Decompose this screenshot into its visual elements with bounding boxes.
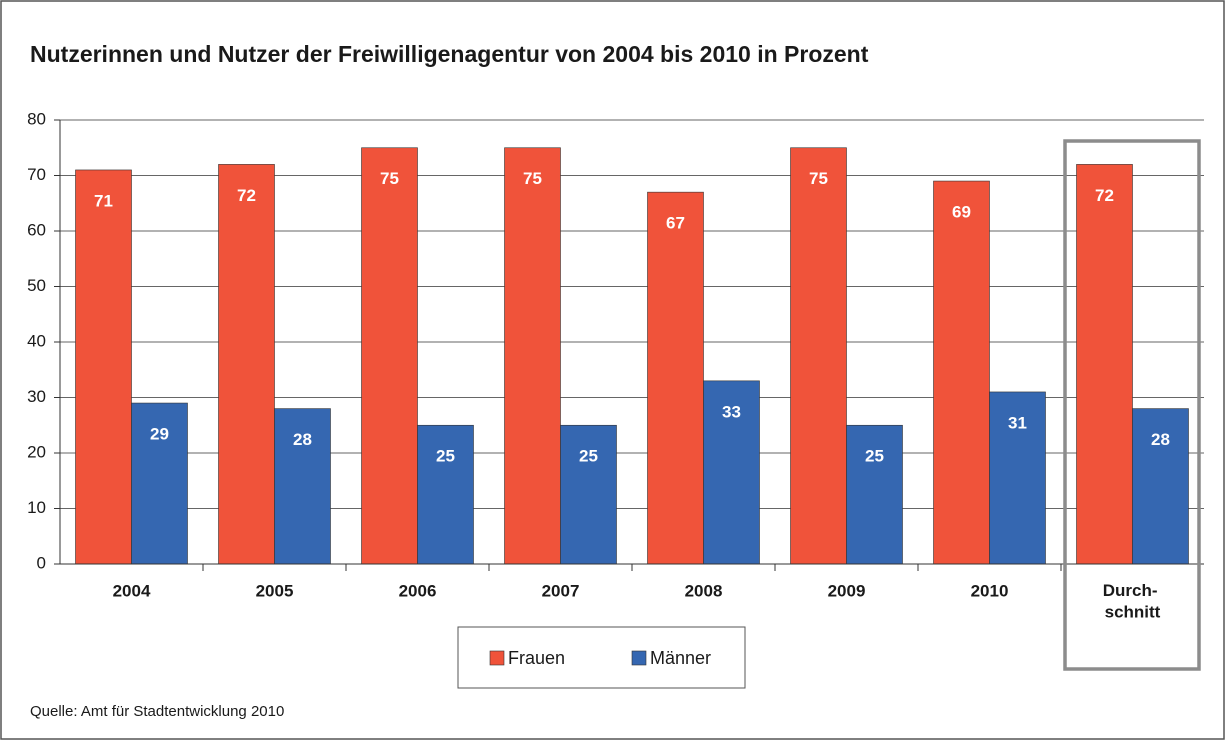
legend-swatch xyxy=(631,650,647,666)
data-label: 72 xyxy=(237,186,256,205)
y-tick-label: 10 xyxy=(27,498,46,517)
y-tick-label: 30 xyxy=(27,387,46,406)
data-label: 75 xyxy=(380,169,399,188)
bar xyxy=(846,424,903,565)
x-tick-label: 2005 xyxy=(256,581,294,600)
bar xyxy=(361,147,418,565)
x-tick-label: 2009 xyxy=(828,581,866,600)
bar xyxy=(1076,164,1133,565)
data-label: 69 xyxy=(952,203,971,222)
plot-area: 0 10 20 30 40 50 60 70 80 2004 71 29 2005 72 28 2006 75 2… xyxy=(27,109,1204,622)
bar xyxy=(417,424,474,565)
data-label: 67 xyxy=(666,214,685,233)
x-tick-label: 2008 xyxy=(685,581,723,600)
bar xyxy=(560,424,617,565)
data-label: 25 xyxy=(436,447,455,466)
source-note: Quelle: Amt für Stadtentwicklung 2010 xyxy=(30,703,284,720)
legend-label: Männer xyxy=(650,648,711,668)
bar xyxy=(504,147,561,565)
data-label: 28 xyxy=(1151,430,1170,449)
data-label: 75 xyxy=(809,169,828,188)
y-tick-label: 40 xyxy=(27,331,46,350)
legend-box xyxy=(457,626,746,689)
data-label: 25 xyxy=(865,447,884,466)
bar xyxy=(933,180,990,565)
bar xyxy=(989,391,1046,565)
chart-title: Nutzerinnen und Nutzer der Freiwilligena… xyxy=(30,41,869,67)
bar xyxy=(274,408,331,565)
x-tick-label: 2006 xyxy=(399,581,437,600)
bar xyxy=(218,164,275,565)
data-label: 33 xyxy=(722,402,741,421)
y-tick-label: 60 xyxy=(27,220,46,239)
data-label: 28 xyxy=(293,430,312,449)
bar xyxy=(131,402,188,565)
bar xyxy=(703,380,760,565)
y-tick-label: 70 xyxy=(27,165,46,184)
legend-label: Frauen xyxy=(508,648,565,668)
legend-swatch xyxy=(489,650,505,666)
x-tick-label: Durch- schnitt xyxy=(1103,581,1163,621)
highlight-box xyxy=(1063,139,1201,671)
data-label: 72 xyxy=(1095,186,1114,205)
x-tick-label: 2007 xyxy=(542,581,580,600)
data-label: 25 xyxy=(579,447,598,466)
y-tick-label: 20 xyxy=(27,442,46,461)
data-label: 71 xyxy=(94,191,113,210)
bar xyxy=(1132,408,1189,565)
x-tick-label: 2004 xyxy=(113,581,151,600)
x-tick-label: 2010 xyxy=(971,581,1009,600)
bar xyxy=(790,147,847,565)
data-label: 31 xyxy=(1008,413,1027,432)
y-tick-label: 50 xyxy=(27,276,46,295)
y-tick-label: 0 xyxy=(37,553,46,572)
data-label: 75 xyxy=(523,169,542,188)
y-tick-label: 80 xyxy=(27,109,46,128)
bar xyxy=(647,191,704,565)
bar xyxy=(75,169,132,565)
data-label: 29 xyxy=(150,425,169,444)
